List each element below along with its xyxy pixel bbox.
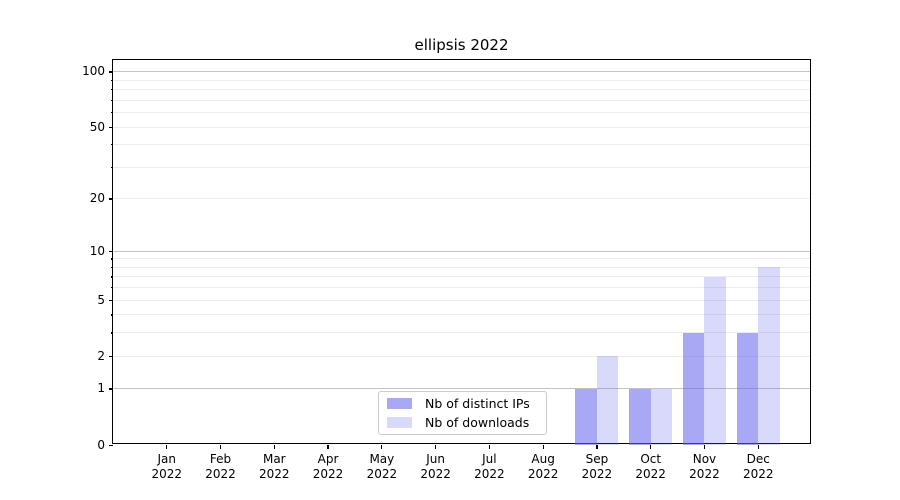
y-minor-tick [110, 166, 113, 169]
legend-swatch-downloads [387, 417, 412, 428]
x-axis-tick-label: Aug 2022 [527, 452, 559, 481]
legend: Nb of distinct IPs Nb of downloads [378, 391, 547, 435]
bar-downloads-oct [650, 388, 673, 445]
y-axis-tick-label: 5 [97, 292, 105, 307]
x-axis-tick-label: Nov 2022 [689, 452, 720, 481]
bar-distinct-ips-oct [629, 388, 651, 445]
y-tick [109, 250, 113, 252]
bar-distinct-ips-nov [682, 332, 705, 445]
gridline-minor [113, 126, 810, 128]
x-tick [703, 445, 706, 449]
y-minor-tick [110, 266, 113, 269]
gridline-minor [113, 355, 810, 357]
x-tick [166, 445, 168, 449]
x-tick [381, 445, 383, 449]
y-minor-tick [110, 144, 113, 146]
gridline-minor [113, 89, 810, 91]
x-tick [435, 445, 437, 449]
x-axis-tick-label: Apr 2022 [312, 452, 344, 481]
y-axis-tick-label: 0 [97, 437, 105, 452]
y-tick [109, 299, 113, 301]
y-tick [109, 355, 113, 357]
gridline-minor [113, 112, 810, 114]
y-minor-tick [110, 99, 113, 102]
y-minor-tick [110, 112, 113, 114]
gridline-major [113, 388, 810, 390]
x-axis-tick-label: May 2022 [366, 452, 398, 481]
gridline-minor [113, 79, 810, 81]
bar-downloads-nov [704, 276, 726, 445]
gridline-major [113, 250, 810, 252]
x-axis-tick-label: Feb 2022 [205, 452, 236, 481]
bar-distinct-ips-sep [575, 388, 597, 445]
gridline-minor [113, 266, 810, 268]
y-axis-tick-label: 20 [89, 191, 105, 206]
x-axis-tick-label: Jan 2022 [151, 452, 183, 481]
y-tick [109, 444, 113, 446]
y-minor-tick [110, 89, 113, 91]
y-tick [109, 126, 113, 128]
gridline-minor [113, 332, 810, 334]
gridline-minor [113, 299, 810, 301]
y-tick [109, 198, 113, 200]
x-tick [219, 445, 222, 449]
gridline-minor [113, 276, 810, 278]
bar-downloads-sep [596, 356, 619, 445]
y-minor-tick [110, 332, 113, 334]
x-axis-tick-label: Jun 2022 [420, 452, 451, 481]
y-axis-tick-label: 10 [89, 243, 105, 258]
x-axis-tick-label: Sep 2022 [581, 452, 613, 481]
y-tick [109, 388, 113, 390]
x-tick [488, 445, 490, 449]
x-tick [327, 445, 329, 449]
gridline-minor [113, 166, 810, 168]
x-axis-tick-label: Oct 2022 [635, 452, 666, 481]
legend-label-distinct-ips: Nb of distinct IPs [425, 395, 530, 411]
y-axis-tick-label: 1 [97, 381, 105, 396]
chart-title: ellipsis 2022 [414, 36, 509, 54]
bar-distinct-ips-dec [736, 332, 759, 445]
gridline-minor [113, 314, 810, 316]
x-axis-tick-label: Jul 2022 [474, 452, 505, 481]
x-tick [542, 445, 544, 449]
y-minor-tick [110, 287, 113, 289]
y-axis-tick-label: 50 [89, 119, 105, 134]
bar-downloads-dec [758, 267, 780, 445]
y-minor-tick [110, 314, 113, 316]
gridline-minor [113, 144, 810, 146]
x-axis-tick-label: Dec 2022 [742, 452, 774, 481]
gridline-minor [113, 99, 810, 101]
y-axis-tick-label: 100 [82, 64, 105, 79]
x-axis-tick-label: Mar 2022 [259, 452, 290, 481]
gridline-major [113, 71, 810, 73]
x-tick [757, 445, 759, 449]
gridline-minor [113, 258, 810, 260]
legend-swatch-distinct-ips [387, 398, 412, 409]
x-tick [596, 445, 598, 449]
y-axis-tick-label: 2 [97, 348, 105, 363]
gridline-minor [113, 198, 810, 200]
y-minor-tick [110, 79, 113, 81]
y-minor-tick [110, 258, 113, 260]
x-tick [650, 445, 652, 449]
legend-item-downloads: Nb of downloads [387, 415, 538, 431]
legend-item-distinct-ips: Nb of distinct IPs [387, 396, 538, 412]
y-minor-tick [110, 276, 113, 278]
plot-area: Nb of distinct IPs Nb of downloads 0 1 2 5 1… [82, 59, 811, 481]
y-tick [109, 71, 113, 73]
legend-label-downloads: Nb of downloads [425, 414, 530, 430]
x-tick [273, 445, 275, 449]
gridline-minor [113, 287, 810, 289]
